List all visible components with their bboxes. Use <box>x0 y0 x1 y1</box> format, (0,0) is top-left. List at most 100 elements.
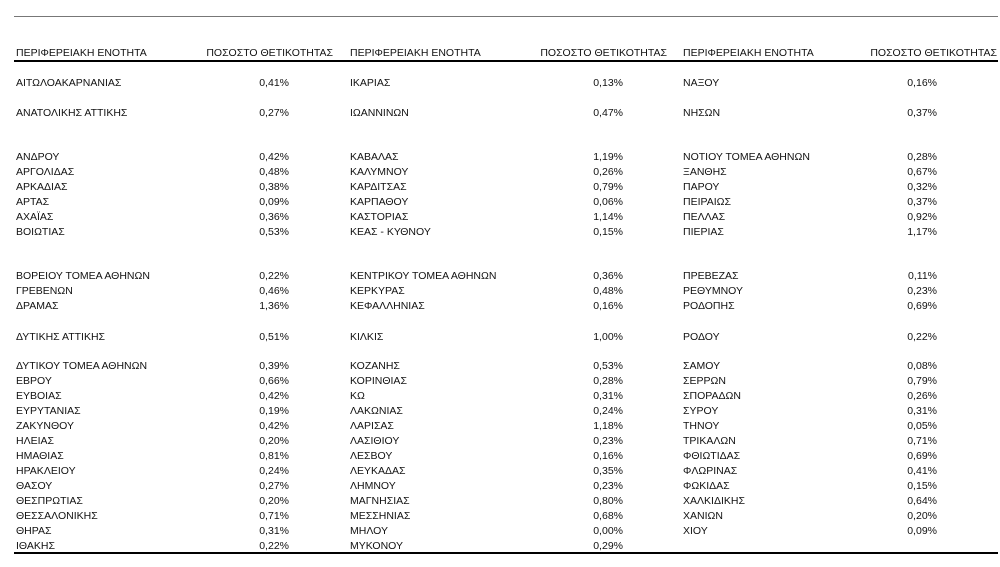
positivity-rate: 0,37% <box>907 107 937 119</box>
region-name: ΙΩΑΝΝΙΝΩΝ <box>350 107 409 119</box>
header-rate: ΠΟΣΟΣΤΟ ΘΕΤΙΚΟΤΗΤΑΣ <box>870 47 997 59</box>
region-name: ΣΠΟΡΑΔΩΝ <box>683 390 741 402</box>
region-name: ΚΙΛΚΙΣ <box>350 331 384 343</box>
region-name: ΦΛΩΡΙΝΑΣ <box>683 465 738 477</box>
header-region: ΠΕΡΙΦΕΡΕΙΑΚΗ ΕΝΟΤΗΤΑ <box>16 47 147 59</box>
positivity-rate: 0,20% <box>259 495 289 507</box>
region-name: ΘΕΣΠΡΩΤΙΑΣ <box>16 495 83 507</box>
region-name: ΑΝΔΡΟΥ <box>16 151 60 163</box>
region-name: ΦΘΙΩΤΙΔΑΣ <box>683 450 741 462</box>
positivity-rate: 1,18% <box>593 420 623 432</box>
positivity-rate: 0,09% <box>259 196 289 208</box>
region-name: ΔΡΑΜΑΣ <box>16 300 59 312</box>
region-name: ΛΑΣΙΘΙΟΥ <box>350 435 400 447</box>
positivity-rate: 0,23% <box>907 285 937 297</box>
region-name: ΔΥΤΙΚΗΣ ΑΤΤΙΚΗΣ <box>16 331 106 343</box>
positivity-rate: 0,15% <box>907 480 937 492</box>
positivity-rate: 1,36% <box>259 300 289 312</box>
positivity-rate: 0,00% <box>593 525 623 537</box>
positivity-rate: 0,36% <box>593 270 623 282</box>
positivity-rate: 0,27% <box>259 107 289 119</box>
region-name: ΚΕΝΤΡΙΚΟΥ ΤΟΜΕΑ ΑΘΗΝΩΝ <box>350 270 497 282</box>
region-name: ΛΕΣΒΟΥ <box>350 450 393 462</box>
region-name: ΠΙΕΡΙΑΣ <box>683 226 724 238</box>
positivity-rate: 0,29% <box>593 540 623 552</box>
region-name: ΚΕΡΚΥΡΑΣ <box>350 285 405 297</box>
positivity-rate: 0,48% <box>593 285 623 297</box>
region-name: ΜΕΣΣΗΝΙΑΣ <box>350 510 411 522</box>
positivity-rate: 0,05% <box>907 420 937 432</box>
region-name: ΗΜΑΘΙΑΣ <box>16 450 64 462</box>
positivity-rate: 0,13% <box>593 77 623 89</box>
positivity-rate: 0,22% <box>907 331 937 343</box>
region-name: ΠΡΕΒΕΖΑΣ <box>683 270 739 282</box>
region-name: ΘΑΣΟΥ <box>16 480 53 492</box>
positivity-rate: 0,36% <box>259 211 289 223</box>
region-name: ΖΑΚΥΝΘΟΥ <box>16 420 75 432</box>
positivity-rate: 0,92% <box>907 211 937 223</box>
positivity-rate: 0,16% <box>907 77 937 89</box>
region-name: ΣΥΡΟΥ <box>683 405 719 417</box>
positivity-rate: 0,16% <box>593 300 623 312</box>
region-name: ΒΟΙΩΤΙΑΣ <box>16 226 65 238</box>
positivity-rate: 0,06% <box>593 196 623 208</box>
header-rate: ΠΟΣΟΣΤΟ ΘΕΤΙΚΟΤΗΤΑΣ <box>206 47 333 59</box>
region-name: ΚΑΛΥΜΝΟΥ <box>350 166 409 178</box>
region-name: ΜΥΚΟΝΟΥ <box>350 540 404 552</box>
positivity-rate: 0,71% <box>907 435 937 447</box>
positivity-rate: 0,71% <box>259 510 289 522</box>
region-name: ΛΑΚΩΝΙΑΣ <box>350 405 403 417</box>
header-rate: ΠΟΣΟΣΤΟ ΘΕΤΙΚΟΤΗΤΑΣ <box>540 47 667 59</box>
region-name: ΚΩ <box>350 390 365 402</box>
positivity-rate: 1,00% <box>593 331 623 343</box>
region-name: ΝΟΤΙΟΥ ΤΟΜΕΑ ΑΘΗΝΩΝ <box>683 151 810 163</box>
positivity-rate: 0,26% <box>907 390 937 402</box>
region-name: ΘΗΡΑΣ <box>16 525 52 537</box>
positivity-rate: 0,41% <box>259 77 289 89</box>
region-name: ΙΘΑΚΗΣ <box>16 540 55 552</box>
positivity-rate: 0,51% <box>259 331 289 343</box>
region-name: ΑΙΤΩΛΟΑΚΑΡΝΑΝΙΑΣ <box>16 77 122 89</box>
positivity-rate: 0,39% <box>259 360 289 372</box>
region-name: ΚΕΑΣ - ΚΥΘΝΟΥ <box>350 226 431 238</box>
region-name: ΑΡΤΑΣ <box>16 196 50 208</box>
positivity-rate: 0,28% <box>593 375 623 387</box>
region-name: ΘΕΣΣΑΛΟΝΙΚΗΣ <box>16 510 98 522</box>
positivity-rate: 0,24% <box>259 465 289 477</box>
region-name: ΡΟΔΟΥ <box>683 331 720 343</box>
region-name: ΑΧΑΪΑΣ <box>16 211 54 223</box>
region-name: ΑΡΓΟΛΙΔΑΣ <box>16 166 75 178</box>
positivity-rate: 0,19% <box>259 405 289 417</box>
top-rule <box>14 16 998 17</box>
positivity-rate: 0,79% <box>593 181 623 193</box>
region-name: ΝΑΞΟΥ <box>683 77 720 89</box>
positivity-rate: 0,64% <box>907 495 937 507</box>
positivity-rate: 0,31% <box>907 405 937 417</box>
positivity-rate: 1,14% <box>593 211 623 223</box>
region-name: ΑΡΚΑΔΙΑΣ <box>16 181 68 193</box>
positivity-rate: 0,38% <box>259 181 289 193</box>
positivity-rate: 0,66% <box>259 375 289 387</box>
positivity-rate: 0,28% <box>907 151 937 163</box>
region-name: ΧΙΟΥ <box>683 525 708 537</box>
header-region: ΠΕΡΙΦΕΡΕΙΑΚΗ ΕΝΟΤΗΤΑ <box>683 47 814 59</box>
region-name: ΗΡΑΚΛΕΙΟΥ <box>16 465 76 477</box>
region-name: ΝΗΣΩΝ <box>683 107 721 119</box>
region-name: ΕΒΡΟΥ <box>16 375 52 387</box>
region-name: ΛΗΜΝΟΥ <box>350 480 396 492</box>
positivity-rate: 0,67% <box>907 166 937 178</box>
positivity-rate: 0,80% <box>593 495 623 507</box>
positivity-rate: 0,16% <box>593 450 623 462</box>
header-region: ΠΕΡΙΦΕΡΕΙΑΚΗ ΕΝΟΤΗΤΑ <box>350 47 481 59</box>
positivity-rate: 0,42% <box>259 420 289 432</box>
region-name: ΠΕΙΡΑΙΩΣ <box>683 196 731 208</box>
positivity-rate: 0,09% <box>907 525 937 537</box>
positivity-rate: 0,48% <box>259 166 289 178</box>
positivity-rate: 1,17% <box>907 226 937 238</box>
region-name: ΚΟΖΑΝΗΣ <box>350 360 400 372</box>
positivity-rate: 0,20% <box>907 510 937 522</box>
region-name: ΦΩΚΙΔΑΣ <box>683 480 730 492</box>
region-name: ΧΑΝΙΩΝ <box>683 510 723 522</box>
region-name: ΜΑΓΝΗΣΙΑΣ <box>350 495 410 507</box>
